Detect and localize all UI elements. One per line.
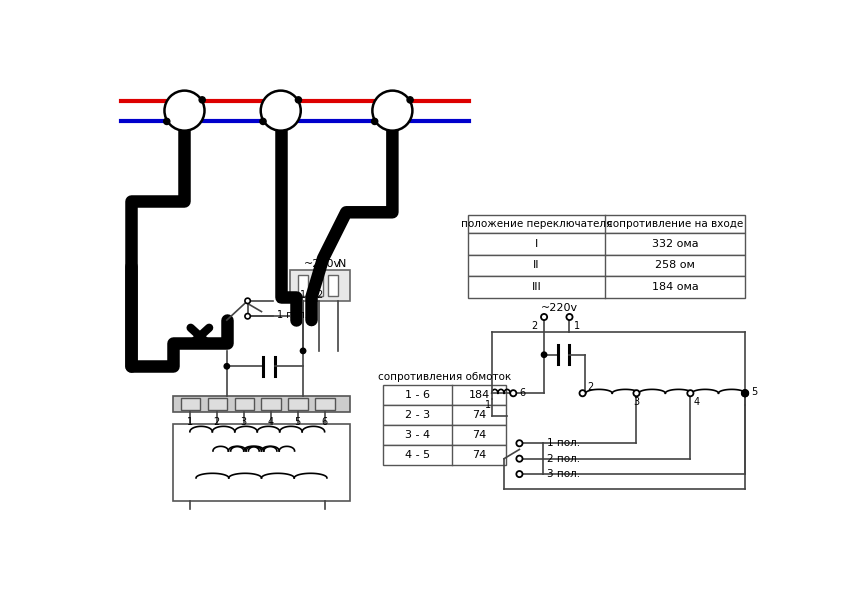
Text: 5: 5 [294, 417, 301, 427]
Text: 332 ома: 332 ома [652, 239, 698, 249]
Circle shape [742, 390, 749, 397]
Text: сопротивление на входе: сопротивление на входе [607, 219, 743, 229]
Bar [261, 398, 281, 410]
Circle shape [295, 97, 302, 103]
Text: 1: 1 [187, 417, 193, 427]
Text: 2: 2 [588, 382, 593, 392]
Bar [288, 398, 308, 410]
Bar [173, 424, 350, 501]
Circle shape [541, 352, 547, 357]
Bar [313, 274, 323, 296]
Text: 4: 4 [268, 417, 274, 427]
Text: 3: 3 [241, 417, 247, 427]
Bar [234, 398, 254, 410]
Circle shape [300, 348, 306, 354]
Text: ~220v: ~220v [541, 303, 578, 313]
Text: 1: 1 [574, 321, 580, 331]
Circle shape [260, 91, 301, 131]
Text: 184 ома: 184 ома [652, 282, 698, 292]
Text: положение переключателя: положение переключателя [460, 219, 612, 229]
Text: 4 - 5: 4 - 5 [405, 450, 431, 460]
Text: 5: 5 [751, 387, 758, 397]
Text: 2: 2 [213, 417, 220, 427]
Text: 3 пп.: 3 пп. [277, 295, 302, 305]
Text: 74: 74 [472, 450, 486, 460]
Circle shape [541, 314, 547, 320]
Text: 1 пол.: 1 пол. [277, 311, 308, 321]
Bar [207, 398, 227, 410]
Circle shape [687, 390, 694, 396]
Text: 2 - 3: 2 - 3 [405, 410, 431, 420]
Circle shape [164, 119, 169, 125]
Text: 74: 74 [472, 430, 486, 440]
Bar [315, 398, 335, 410]
Text: I: I [534, 239, 538, 249]
Bar [180, 398, 200, 410]
Circle shape [566, 314, 572, 320]
Bar [173, 395, 350, 413]
Circle shape [517, 440, 523, 446]
Text: 2: 2 [316, 290, 322, 300]
Bar [383, 425, 507, 445]
Text: 2: 2 [532, 321, 538, 331]
Text: 6: 6 [519, 388, 525, 398]
Circle shape [245, 298, 250, 303]
Circle shape [407, 97, 413, 103]
Text: II: II [533, 260, 540, 270]
Circle shape [510, 390, 517, 396]
Text: 3: 3 [633, 397, 640, 408]
Circle shape [517, 471, 523, 477]
Circle shape [373, 91, 412, 131]
Circle shape [164, 91, 205, 131]
Text: 2 пол.: 2 пол. [547, 454, 580, 464]
Bar [383, 445, 507, 465]
Text: III: III [531, 282, 541, 292]
Bar [468, 276, 745, 298]
Circle shape [199, 97, 206, 103]
Circle shape [517, 456, 523, 462]
Bar [383, 405, 507, 425]
Circle shape [742, 390, 748, 396]
Text: 184: 184 [469, 390, 490, 400]
Circle shape [245, 314, 250, 319]
Text: 3 пол.: 3 пол. [547, 469, 580, 479]
Bar [468, 214, 745, 233]
Text: N: N [338, 259, 346, 269]
Bar [298, 274, 308, 296]
Text: сопротивления обмоток: сопротивления обмоток [379, 372, 512, 382]
Circle shape [579, 390, 586, 396]
Bar [290, 270, 350, 301]
Bar [329, 274, 339, 296]
Text: 4: 4 [694, 397, 700, 408]
Circle shape [633, 390, 640, 396]
Text: 1 пол.: 1 пол. [547, 438, 580, 448]
Bar [383, 385, 507, 405]
Text: 1 - 6: 1 - 6 [405, 390, 430, 400]
Text: 74: 74 [472, 410, 486, 420]
Text: 6: 6 [321, 417, 328, 427]
Text: 1: 1 [485, 400, 491, 410]
Text: 258 ом: 258 ом [655, 260, 695, 270]
Circle shape [260, 119, 266, 125]
Circle shape [224, 363, 229, 369]
Text: 1: 1 [300, 290, 306, 300]
Bar [468, 255, 745, 276]
Text: ~220v: ~220v [303, 259, 341, 269]
Circle shape [372, 119, 378, 125]
Bar [468, 233, 745, 255]
Text: 3 - 4: 3 - 4 [405, 430, 431, 440]
